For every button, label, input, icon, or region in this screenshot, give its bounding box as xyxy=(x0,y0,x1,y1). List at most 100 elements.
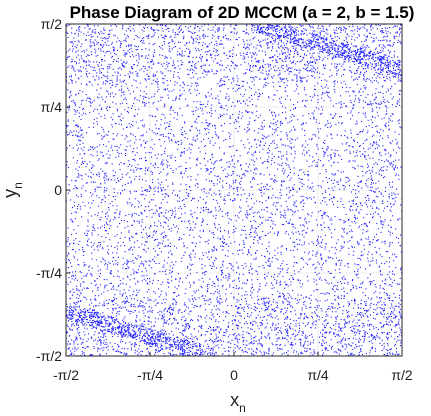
scatter-point xyxy=(293,333,295,335)
scatter-point xyxy=(88,101,90,103)
scatter-point xyxy=(340,171,342,173)
scatter-point xyxy=(346,149,348,151)
scatter-point xyxy=(69,262,71,264)
scatter-point xyxy=(372,167,374,169)
scatter-point xyxy=(327,322,329,324)
scatter-point xyxy=(103,176,105,178)
scatter-point xyxy=(374,336,376,338)
scatter-point xyxy=(265,234,267,236)
scatter-point xyxy=(143,124,145,126)
scatter-point xyxy=(260,183,262,185)
scatter-point xyxy=(112,61,114,63)
scatter-point xyxy=(70,94,72,96)
scatter-point xyxy=(184,130,186,132)
scatter-point xyxy=(238,287,240,289)
scatter-point xyxy=(106,153,108,155)
scatter-point xyxy=(364,155,366,157)
scatter-point xyxy=(297,334,299,336)
scatter-point xyxy=(122,66,124,68)
scatter-point xyxy=(322,92,324,94)
scatter-point xyxy=(189,223,191,225)
scatter-point xyxy=(386,323,388,325)
scatter-point xyxy=(214,286,216,288)
scatter-point xyxy=(337,308,339,310)
scatter-point xyxy=(138,202,140,204)
scatter-point xyxy=(80,272,82,274)
scatter-point xyxy=(164,147,166,149)
scatter-point xyxy=(240,199,242,201)
scatter-point xyxy=(169,245,171,247)
scatter-point xyxy=(113,316,115,318)
scatter-point xyxy=(145,232,147,234)
scatter-point xyxy=(354,217,356,219)
scatter-point xyxy=(345,213,347,215)
scatter-point xyxy=(250,231,252,233)
scatter-point xyxy=(267,307,269,309)
scatter-point xyxy=(172,40,174,42)
scatter-point xyxy=(138,221,140,223)
scatter-point xyxy=(160,124,162,126)
scatter-point xyxy=(143,312,145,314)
scatter-point xyxy=(274,41,276,43)
scatter-point xyxy=(203,138,205,140)
scatter-point xyxy=(132,72,134,74)
scatter-point xyxy=(237,327,239,329)
scatter-point xyxy=(359,202,361,204)
scatter-point xyxy=(102,312,104,314)
scatter-point xyxy=(134,349,136,351)
scatter-point xyxy=(96,278,98,280)
scatter-point xyxy=(128,75,130,77)
scatter-point xyxy=(285,325,287,327)
scatter-point xyxy=(295,139,297,141)
scatter-point xyxy=(281,50,283,52)
scatter-point xyxy=(162,81,164,83)
scatter-point xyxy=(248,128,250,130)
scatter-point xyxy=(391,305,393,307)
scatter-point xyxy=(114,216,116,218)
scatter-point xyxy=(302,99,304,101)
scatter-point xyxy=(192,343,194,345)
scatter-point xyxy=(223,36,225,38)
scatter-point xyxy=(378,247,380,249)
scatter-point xyxy=(352,286,354,288)
scatter-point xyxy=(273,94,275,96)
scatter-point xyxy=(70,79,72,81)
scatter-point xyxy=(343,305,345,307)
scatter-point xyxy=(150,337,152,339)
scatter-point xyxy=(213,167,215,169)
scatter-point xyxy=(191,303,193,305)
scatter-point xyxy=(311,137,313,139)
scatter-point xyxy=(344,31,346,33)
scatter-point xyxy=(399,126,401,128)
scatter-point xyxy=(266,301,268,303)
scatter-point xyxy=(212,125,214,127)
scatter-point xyxy=(385,283,387,285)
scatter-point xyxy=(117,72,119,74)
scatter-point xyxy=(75,336,77,338)
scatter-point xyxy=(312,254,314,256)
scatter-point xyxy=(255,340,257,342)
scatter-point xyxy=(223,152,225,154)
scatter-point xyxy=(221,210,223,212)
scatter-point xyxy=(265,206,267,208)
scatter-point xyxy=(101,47,103,49)
scatter-point xyxy=(190,214,192,216)
scatter-point xyxy=(254,178,256,180)
scatter-point xyxy=(269,265,271,267)
scatter-point xyxy=(239,111,241,113)
scatter-point xyxy=(395,315,397,317)
scatter-point xyxy=(137,64,139,66)
scatter-point xyxy=(257,242,259,244)
scatter-point xyxy=(71,60,73,62)
scatter-point xyxy=(330,197,332,199)
scatter-point xyxy=(397,193,399,195)
scatter-point xyxy=(333,286,335,288)
scatter-point xyxy=(131,343,133,345)
scatter-point xyxy=(290,29,292,31)
scatter-point xyxy=(296,191,298,193)
scatter-point xyxy=(106,303,108,305)
scatter-point xyxy=(124,326,126,328)
scatter-point xyxy=(381,256,383,258)
scatter-point xyxy=(380,71,382,73)
scatter-point xyxy=(370,175,372,177)
